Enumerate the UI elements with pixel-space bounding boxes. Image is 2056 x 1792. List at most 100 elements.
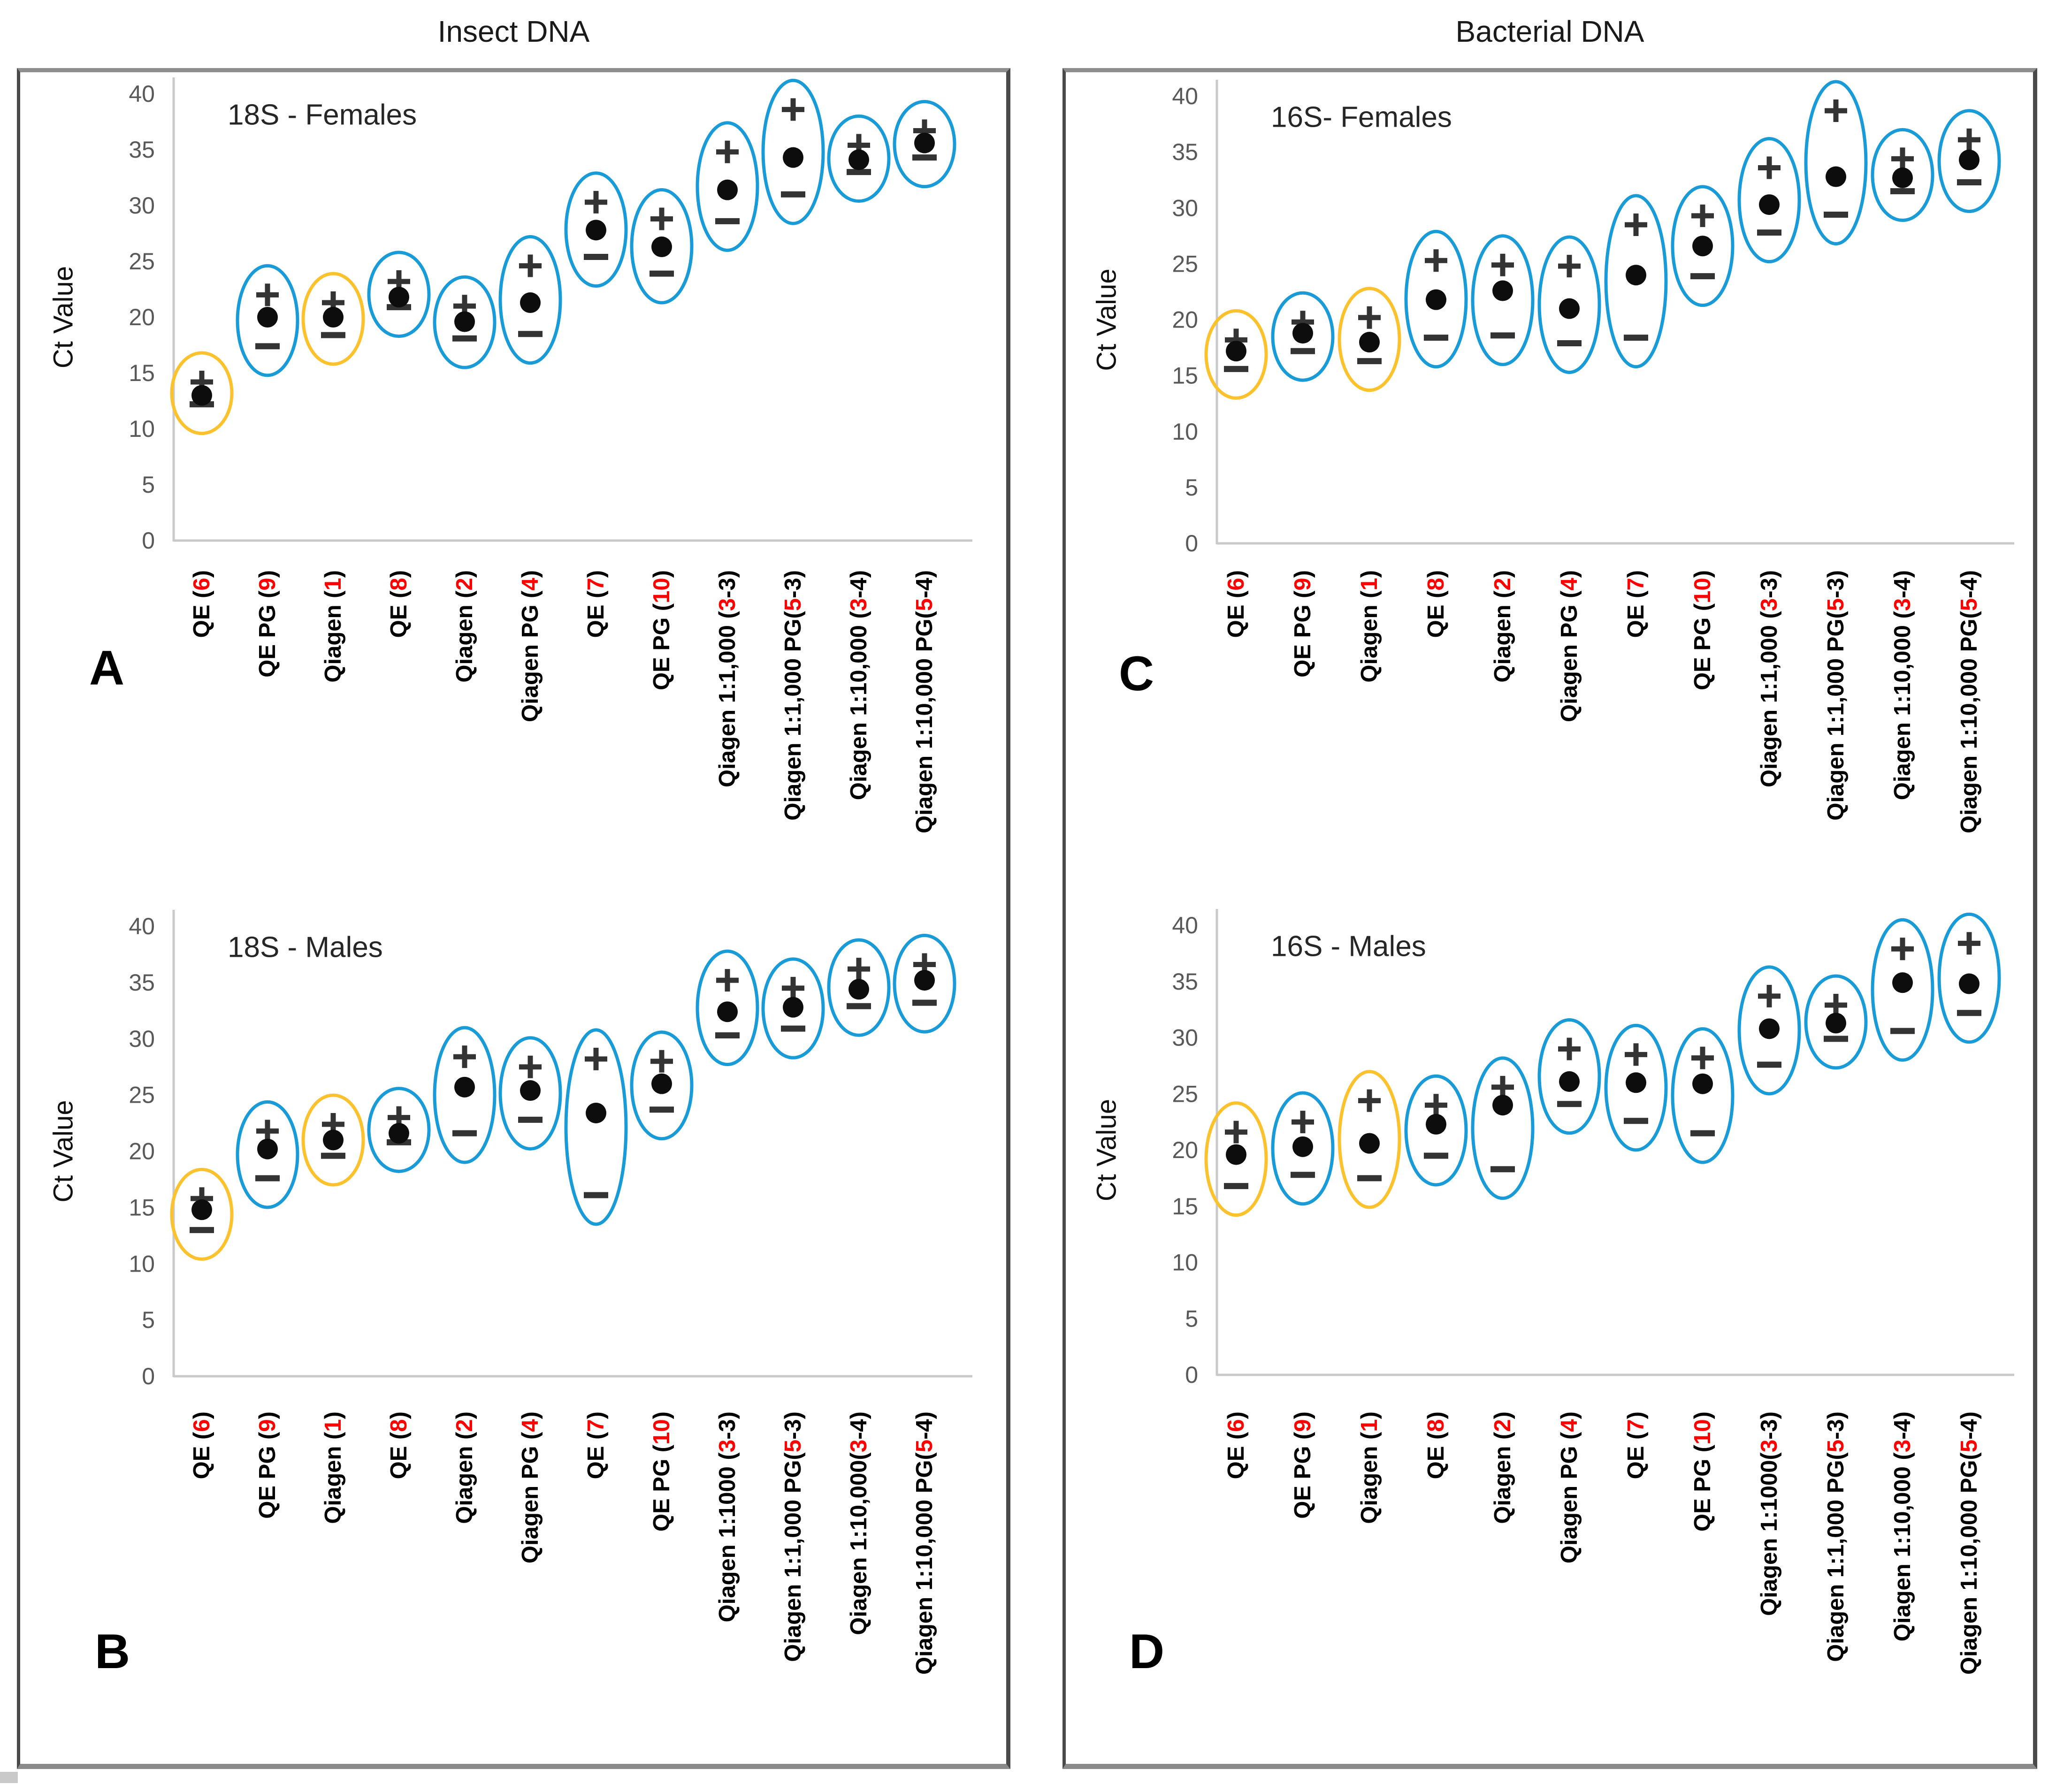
label-text-segment: ) bbox=[1690, 1411, 1715, 1419]
label-text-segment: -3) bbox=[1823, 570, 1849, 598]
label-text-segment: Qiagen 1:1000 ( bbox=[715, 1452, 740, 1622]
label-text-segment: QE ( bbox=[189, 590, 214, 638]
plus-marker bbox=[1958, 128, 1980, 151]
x-category-label: Qiagen (2) bbox=[1490, 1411, 1515, 1524]
x-category-label: Qiagen PG (4) bbox=[518, 570, 543, 722]
label-text-segment: -4) bbox=[1890, 570, 1915, 598]
plus-marker bbox=[256, 1120, 279, 1143]
data-point-group: Qiagen (2) bbox=[1471, 1056, 1535, 1524]
plus-marker bbox=[1358, 1089, 1381, 1112]
highlight-ellipse-blue bbox=[630, 188, 694, 305]
mean-dot bbox=[1359, 1133, 1380, 1154]
label-text-segment: ) bbox=[1290, 1411, 1315, 1419]
label-text-segment: ) bbox=[189, 1411, 214, 1419]
x-category-label: QE PG (10) bbox=[649, 1411, 674, 1532]
data-point-group: Qiagen 1:10,000 PG(5-4) bbox=[893, 934, 956, 1675]
label-text-segment: QE PG ( bbox=[1290, 1432, 1315, 1519]
data-point-group: Qiagen (1) bbox=[301, 272, 365, 683]
mean-dot bbox=[651, 236, 672, 258]
plus-marker bbox=[1891, 938, 1914, 961]
highlight-ellipse-blue bbox=[827, 114, 891, 203]
label-sample-number: 10 bbox=[1690, 578, 1715, 603]
mean-dot bbox=[914, 970, 935, 991]
x-category-label: QE (6) bbox=[189, 1411, 214, 1479]
mean-dot bbox=[1559, 298, 1580, 319]
label-text-segment: Qiagen 1:1,000 ( bbox=[715, 610, 740, 787]
data-point-group: QE PG (10) bbox=[630, 188, 694, 690]
highlight-ellipse-blue bbox=[761, 957, 825, 1060]
data-point-group: QE (7) bbox=[1604, 1023, 1668, 1479]
plus-marker bbox=[1758, 984, 1781, 1007]
label-text-segment: QE ( bbox=[386, 590, 412, 638]
data-point-group: QE (8) bbox=[367, 251, 431, 638]
x-category-label: QE (7) bbox=[1623, 1411, 1649, 1479]
label-sample-number: 6 bbox=[189, 578, 214, 590]
chart-title: 16S - Males bbox=[1271, 930, 1426, 963]
y-tick-label: 10 bbox=[1172, 1250, 1198, 1276]
plus-marker bbox=[585, 1047, 607, 1070]
label-text-segment: QE ( bbox=[386, 1432, 412, 1479]
highlight-ellipse-yellow bbox=[170, 1167, 234, 1261]
data-point-group: Qiagen 1:1,000 PG(5-3) bbox=[761, 957, 825, 1662]
data-point-group: Qiagen 1:10,000 PG(5-4) bbox=[1937, 109, 2001, 833]
highlight-ellipse-blue bbox=[1537, 235, 1601, 374]
x-category-label: Qiagen 1:10,000 PG(5-4) bbox=[912, 1411, 937, 1675]
label-text-segment: -3) bbox=[1823, 1411, 1849, 1440]
label-text-segment: -3) bbox=[715, 1411, 740, 1440]
label-sample-number: 2 bbox=[452, 1419, 477, 1432]
chart-title: 18S - Females bbox=[228, 99, 417, 131]
y-tick-label: 15 bbox=[129, 1194, 155, 1220]
label-text-segment: QE ( bbox=[1423, 590, 1449, 638]
label-text-segment: Qiagen 1:1,000 PG( bbox=[1823, 1452, 1849, 1662]
data-point-group: QE (6) bbox=[170, 351, 234, 638]
highlight-ellipse-blue bbox=[498, 1036, 562, 1151]
mean-dot bbox=[783, 147, 803, 168]
y-axis-title: Ct Value bbox=[48, 266, 79, 368]
label-text-segment: Qiagen ( bbox=[1357, 590, 1382, 683]
label-sample-number: 1 bbox=[321, 1419, 346, 1432]
label-text-segment: -3) bbox=[1757, 570, 1782, 598]
label-text-segment: ) bbox=[189, 570, 214, 578]
corner-artifact-mark bbox=[0, 1772, 18, 1783]
label-text-segment: -4) bbox=[846, 1411, 871, 1440]
label-sample-number: 4 bbox=[518, 578, 543, 590]
label-sample-number: 10 bbox=[649, 1419, 674, 1445]
y-tick-label: 5 bbox=[142, 472, 155, 498]
mean-dot bbox=[1626, 1072, 1646, 1093]
panel-letter-a: A bbox=[89, 641, 125, 695]
y-tick-label: 20 bbox=[1172, 1137, 1198, 1163]
label-text-segment: ) bbox=[1623, 1411, 1649, 1419]
plus-marker bbox=[1425, 249, 1447, 272]
x-category-label: Qiagen 1:1,000 (3-3) bbox=[715, 570, 740, 787]
label-text-segment: QE ( bbox=[583, 1432, 609, 1479]
label-text-segment: ) bbox=[649, 570, 674, 578]
data-point-group: Qiagen (1) bbox=[301, 1093, 365, 1524]
highlight-ellipse-blue bbox=[564, 171, 628, 288]
highlight-ellipse-blue bbox=[1804, 974, 1868, 1070]
label-text-segment: Qiagen 1:10,000 PG( bbox=[912, 610, 937, 833]
y-tick-label: 25 bbox=[129, 1082, 155, 1108]
x-category-label: QE (6) bbox=[189, 570, 214, 638]
plus-marker bbox=[1491, 1075, 1514, 1098]
data-point-group: Qiagen PG (4) bbox=[498, 235, 562, 722]
label-text-segment: -3) bbox=[780, 1411, 806, 1440]
label-text-segment: ) bbox=[452, 1411, 477, 1419]
y-tick-label: 5 bbox=[1185, 1305, 1198, 1332]
label-text-segment: ) bbox=[255, 570, 280, 578]
highlight-ellipse-blue bbox=[367, 251, 431, 338]
label-text-segment: QE PG ( bbox=[255, 1432, 280, 1519]
label-text-segment: QE ( bbox=[1623, 1432, 1649, 1479]
label-sample-number: 7 bbox=[1623, 1419, 1649, 1432]
label-text-segment: ) bbox=[1690, 570, 1715, 578]
y-tick-label: 10 bbox=[1172, 419, 1198, 445]
plus-marker bbox=[848, 958, 870, 981]
highlight-ellipse-blue bbox=[761, 78, 825, 225]
highlight-ellipse-blue bbox=[498, 235, 562, 365]
mean-dot bbox=[1559, 1071, 1580, 1092]
data-point-group: QE PG (10) bbox=[1671, 1027, 1735, 1532]
plus-marker bbox=[1425, 1094, 1447, 1117]
label-text-segment: Qiagen 1:10,000 ( bbox=[1890, 610, 1915, 800]
label-text-segment: ) bbox=[386, 1411, 412, 1419]
